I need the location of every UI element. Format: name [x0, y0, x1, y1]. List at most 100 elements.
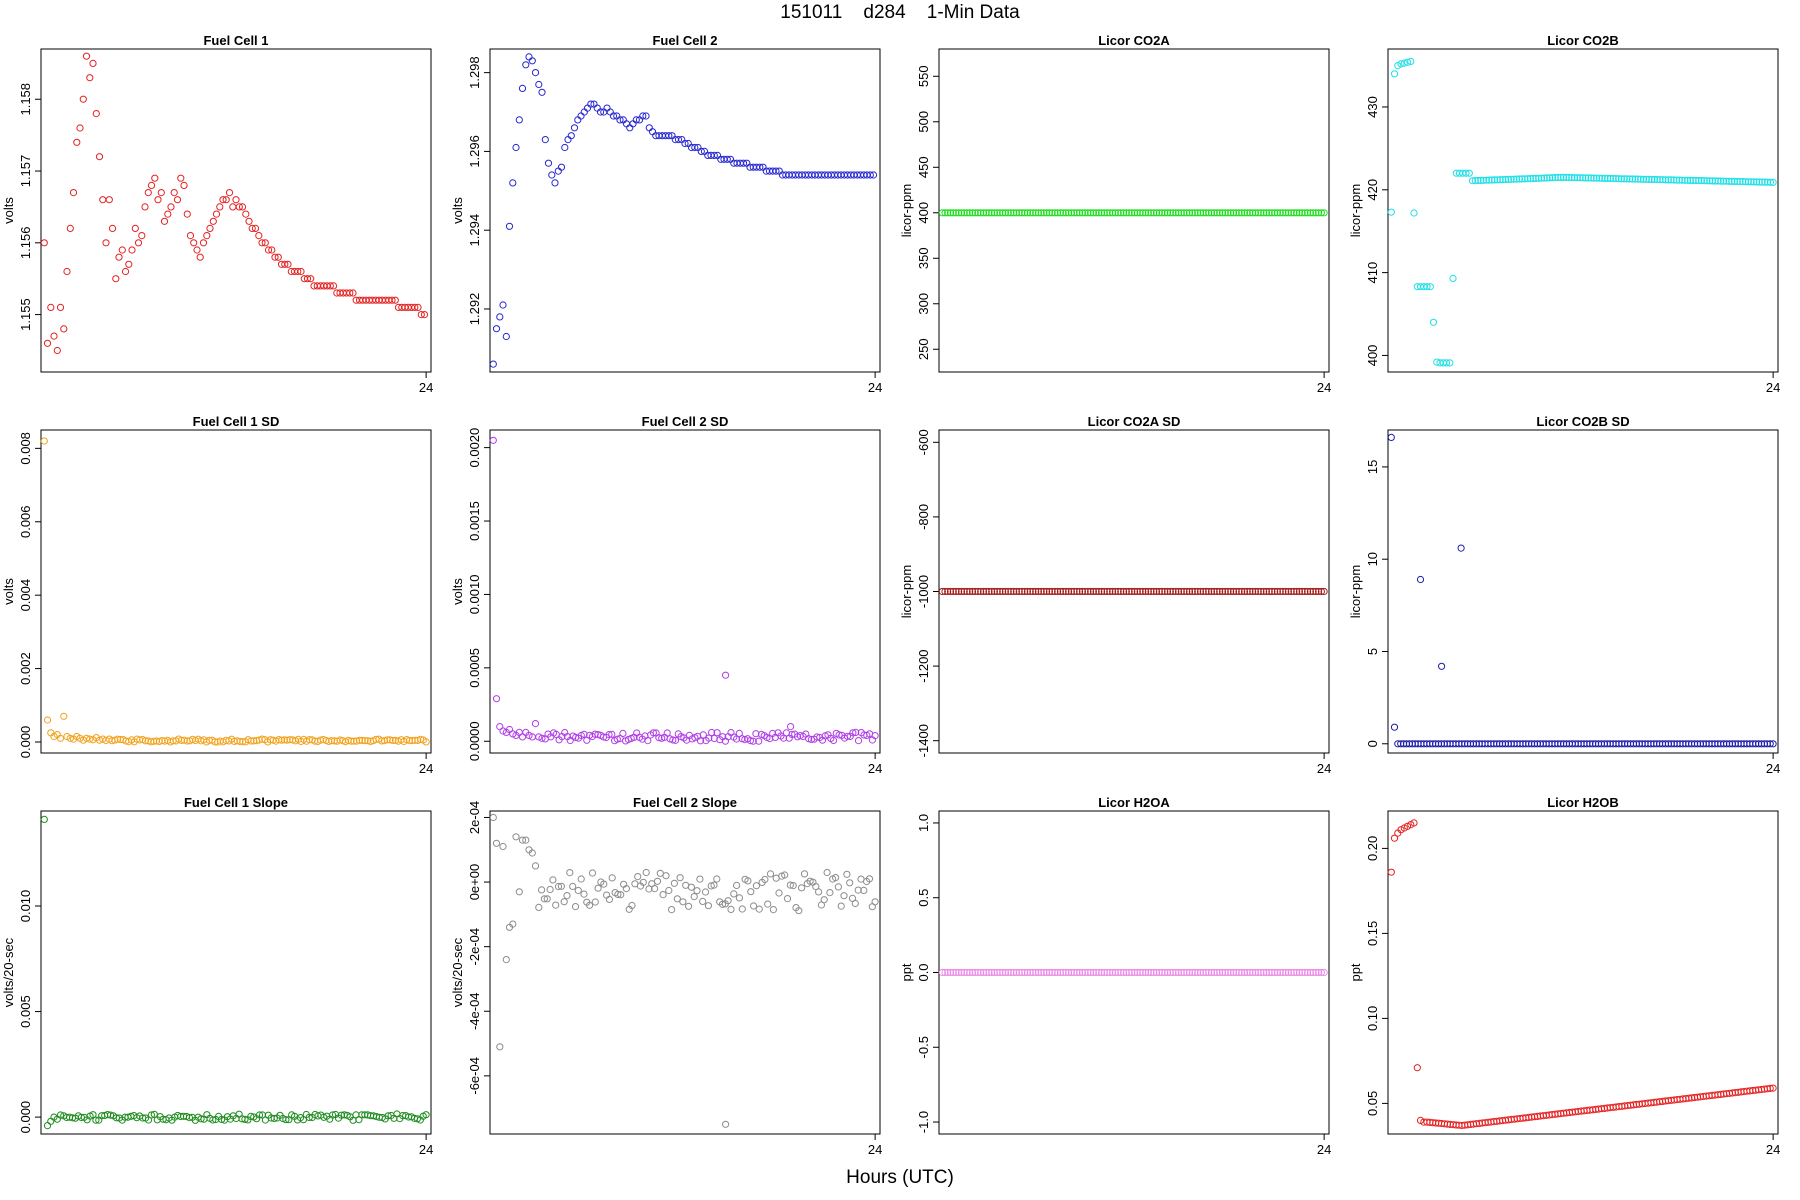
data-point	[840, 892, 848, 900]
data-point	[177, 174, 185, 182]
plot-frame	[1387, 810, 1779, 1135]
data-point	[255, 232, 263, 240]
data-point	[1769, 740, 1777, 748]
data-point	[813, 733, 821, 741]
data-point	[1238, 587, 1246, 596]
data-point	[294, 267, 302, 276]
data-point	[608, 730, 616, 738]
data-point	[1213, 587, 1221, 596]
data-point	[1510, 175, 1518, 183]
data-point	[977, 209, 985, 217]
data-points	[40, 52, 429, 355]
data-point	[1249, 587, 1257, 596]
data-point	[66, 224, 74, 232]
data-point	[1070, 209, 1078, 217]
data-point	[180, 181, 188, 189]
data-point	[756, 163, 764, 171]
data-point	[1537, 174, 1546, 182]
data-point	[350, 737, 358, 745]
data-point	[1262, 209, 1271, 217]
data-point	[1546, 174, 1554, 182]
data-point	[1056, 587, 1065, 596]
data-point	[212, 210, 221, 218]
data-point	[993, 587, 1001, 596]
data-point	[1273, 587, 1282, 596]
y-tick-label: 0.0000	[467, 721, 482, 761]
data-point	[1095, 587, 1103, 596]
data-point	[283, 736, 291, 744]
data-point	[411, 303, 419, 311]
data-point	[133, 735, 141, 743]
data-point	[1051, 968, 1059, 977]
data-point	[1254, 209, 1262, 217]
x-tick-label: 24	[1766, 761, 1780, 776]
data-point	[1199, 209, 1207, 217]
data-point	[634, 873, 642, 881]
data-point	[1626, 175, 1634, 183]
data-point	[865, 875, 874, 883]
data-point	[1045, 209, 1054, 217]
data-point	[1755, 178, 1763, 186]
data-point	[1265, 209, 1273, 217]
data-point	[384, 1112, 392, 1120]
data-point	[1390, 70, 1399, 78]
y-tick-label: -1.0	[916, 1111, 931, 1133]
data-point	[264, 246, 273, 254]
data-point	[1081, 587, 1089, 596]
data-point	[744, 877, 752, 885]
data-point	[1109, 968, 1117, 977]
data-point	[783, 895, 792, 903]
panel-title: Licor H2OA	[1098, 795, 1170, 810]
data-point	[554, 882, 563, 891]
data-point	[329, 282, 338, 290]
data-point	[708, 728, 716, 737]
data-point	[663, 729, 671, 737]
data-point	[996, 968, 1004, 977]
data-point	[971, 968, 979, 977]
data-point	[128, 246, 136, 254]
data-point	[996, 209, 1004, 217]
data-point	[236, 737, 244, 746]
data-point	[805, 735, 813, 743]
data-point	[616, 116, 624, 124]
data-point	[1295, 587, 1304, 596]
data-point	[561, 143, 569, 152]
y-axis-label: volts/20-sec	[450, 937, 465, 1007]
data-point	[1076, 209, 1084, 217]
data-point	[1048, 209, 1056, 217]
data-point	[1007, 587, 1015, 596]
data-point	[1254, 968, 1262, 977]
data-point	[1029, 209, 1037, 217]
data-point	[1199, 968, 1207, 977]
data-point	[1287, 968, 1295, 977]
panel-4: Fuel Cell 1 SD 0.000 0.002 0.004 0.006 0.008 2…	[1, 414, 433, 776]
data-point	[557, 882, 566, 890]
data-point	[1227, 587, 1235, 596]
data-point	[697, 147, 705, 155]
data-point	[1416, 575, 1425, 584]
data-point	[676, 874, 684, 882]
data-point	[1293, 968, 1301, 977]
data-points	[1387, 819, 1777, 1130]
data-point	[1521, 175, 1529, 183]
y-tick-label: 0.004	[18, 579, 33, 612]
data-point	[990, 209, 999, 217]
data-point	[1221, 587, 1229, 596]
data-point	[281, 260, 289, 268]
data-point	[1174, 587, 1183, 596]
data-point	[1262, 968, 1271, 977]
data-point	[941, 209, 949, 217]
data-point	[196, 253, 204, 261]
y-tick-label: 0.006	[18, 505, 33, 538]
plot-frame	[40, 810, 432, 1135]
data-point	[1150, 587, 1158, 596]
data-point	[990, 968, 999, 977]
data-point	[219, 196, 227, 204]
data-point	[1128, 209, 1136, 217]
y-tick-label: 500	[916, 111, 931, 133]
data-point	[531, 69, 540, 77]
data-point	[1018, 968, 1026, 977]
data-point	[732, 735, 741, 743]
data-point	[1185, 587, 1194, 596]
data-point	[1059, 587, 1067, 596]
